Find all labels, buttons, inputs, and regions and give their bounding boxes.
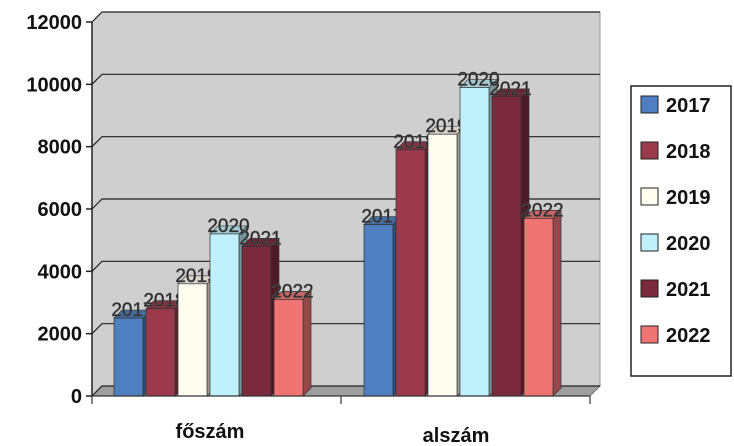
- legend-item: 2021: [640, 279, 711, 301]
- bar-2020-alszám: [459, 78, 498, 397]
- data-label: 2019: [175, 266, 217, 287]
- bar-2019-alszám: [427, 125, 466, 397]
- legend-swatch: [640, 279, 659, 298]
- legend-item: 2022: [640, 325, 711, 347]
- bar-2022-főszám: [273, 290, 312, 397]
- gridline: [91, 73, 600, 85]
- data-label: 2018: [143, 291, 185, 312]
- bar-2020-főszám: [209, 225, 248, 397]
- data-label: 2020: [207, 216, 249, 237]
- y-tick-label: 10000: [26, 74, 82, 96]
- gridline: [91, 11, 600, 23]
- bar-2021-főszám: [241, 237, 280, 397]
- data-label: 2017: [361, 207, 403, 228]
- data-label: 2021: [239, 228, 281, 249]
- x-axis: főszám alszám: [91, 395, 591, 446]
- legend: 2017 2018 2019 2020 2021 2022: [630, 85, 732, 377]
- bar-2019-főszám: [177, 274, 216, 397]
- y-tick-label: 4000: [38, 261, 83, 283]
- data-label: 2022: [521, 200, 563, 221]
- bar-2018-alszám: [395, 140, 434, 397]
- data-label: 2021: [489, 79, 531, 100]
- legend-item: 2019: [640, 187, 711, 209]
- y-tick-label: 6000: [38, 199, 83, 221]
- bar-2017-alszám: [363, 215, 402, 397]
- y-tick-label: 12000: [26, 12, 82, 34]
- y-tick-label: 8000: [38, 137, 83, 159]
- legend-item: 2017: [640, 95, 711, 117]
- data-label: 2020: [457, 69, 499, 90]
- bar-2021-alszám: [491, 87, 530, 397]
- data-label: 2022: [271, 281, 313, 302]
- bar-2022-alszám: [523, 209, 562, 397]
- bar-2017-főszám: [113, 309, 152, 397]
- legend-label: 2019: [666, 187, 711, 209]
- y-tick-label: 2000: [38, 324, 83, 346]
- legend-label: 2020: [666, 233, 711, 255]
- legend-swatch: [640, 325, 659, 344]
- y-axis: 0 2000 4000 6000 8000 10000 12000: [26, 12, 93, 408]
- legend-swatch: [640, 95, 659, 114]
- data-label: 2019: [425, 116, 467, 137]
- data-label: 2017: [111, 300, 153, 321]
- legend-swatch: [640, 141, 659, 160]
- bars: 2017201820192020202120222017201820192020…: [111, 69, 564, 397]
- legend-label: 2017: [666, 95, 711, 117]
- legend-swatch: [640, 233, 659, 252]
- y-tick-label: 0: [71, 386, 82, 408]
- legend-label: 2022: [666, 325, 711, 347]
- legend-item: 2018: [640, 141, 711, 163]
- legend-label: 2018: [666, 141, 711, 163]
- legend-label: 2021: [666, 279, 711, 301]
- legend-swatch: [640, 187, 659, 206]
- category-label: főszám: [176, 421, 245, 443]
- bar-2018-főszám: [145, 299, 184, 397]
- data-label: 2018: [393, 132, 435, 153]
- legend-item: 2020: [640, 233, 711, 255]
- category-label: alszám: [423, 425, 490, 446]
